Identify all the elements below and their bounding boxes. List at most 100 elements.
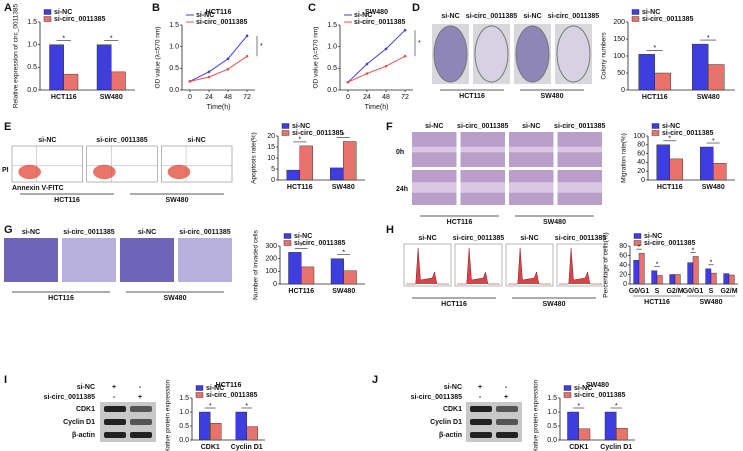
- bar: [674, 274, 681, 285]
- x-tick-label: S: [709, 288, 714, 295]
- cycle-histogram: [457, 247, 500, 285]
- y-tick-label: 300: [265, 243, 277, 250]
- group-label: SW480: [543, 219, 566, 226]
- wound-gap: [412, 182, 457, 193]
- bar: [330, 258, 344, 285]
- point: [226, 57, 230, 61]
- bar: [604, 411, 617, 441]
- wound-gap: [557, 146, 602, 153]
- wound-gap: [460, 146, 505, 153]
- y-tick-label: 10: [267, 155, 275, 162]
- legend-label: si-NC: [662, 123, 680, 130]
- legend-swatch: [633, 233, 642, 239]
- line: [189, 35, 248, 82]
- y-tick-label: 0.0: [547, 437, 557, 444]
- bar: [669, 158, 684, 181]
- image-label: si-NC: [522, 123, 540, 130]
- line: [347, 55, 406, 83]
- x-tick-label: SW480: [332, 288, 355, 295]
- significance: *: [653, 45, 656, 52]
- sign: -: [113, 394, 116, 401]
- y-tick-label: 1.5: [327, 22, 337, 29]
- panel-letter: H: [386, 224, 394, 236]
- group-label: HCT116: [644, 299, 670, 306]
- wound-gap: [509, 182, 554, 193]
- bar: [343, 270, 357, 285]
- y-tick-label: 1.0: [179, 409, 189, 416]
- point: [245, 34, 249, 38]
- y-tick-label: 0.0: [169, 87, 179, 94]
- significance: *: [209, 403, 212, 410]
- y-tick-label: 0.0: [179, 437, 189, 444]
- legend-label: si-circ_0011385: [196, 19, 247, 26]
- group-label: HCT116: [54, 197, 80, 204]
- y-tick-label: 60: [637, 150, 645, 157]
- sign: -: [139, 384, 142, 391]
- y-tick-label: 0: [273, 281, 277, 288]
- legend-swatch: [43, 16, 52, 22]
- x-tick-label: Cyclin D1: [231, 444, 263, 451]
- group-label: HCT116: [48, 295, 74, 302]
- y-tick-label: 0.5: [547, 423, 557, 430]
- condition-label: si-NC: [444, 384, 462, 391]
- line: [347, 29, 406, 83]
- panel-letter: D: [412, 2, 420, 14]
- x-tick-label: 24: [205, 94, 213, 101]
- y-tick-label: 40: [637, 159, 645, 166]
- y-axis-label: OD value (λ=570 nm): [313, 27, 320, 89]
- x-tick-label: 24: [363, 94, 371, 101]
- legend-swatch: [563, 385, 572, 391]
- y-tick-label: 150: [613, 36, 625, 43]
- x-tick-label: HCT116: [288, 288, 314, 295]
- legend-label: si-NC: [644, 233, 662, 240]
- significance: *: [710, 260, 713, 267]
- bar: [705, 268, 712, 285]
- legend-label: si-circ_0011385: [642, 16, 693, 23]
- point: [207, 70, 211, 74]
- image-label: si-NC: [38, 137, 56, 144]
- y-axis-label: Percentage of cells(%): [603, 232, 610, 297]
- sign: +: [112, 384, 116, 391]
- legend-swatch: [283, 233, 292, 239]
- legend-swatch: [195, 385, 204, 391]
- band: [104, 419, 126, 425]
- group-label: SW480: [164, 295, 187, 302]
- bar: [616, 428, 628, 441]
- cycle-plot: [454, 243, 503, 287]
- band: [496, 419, 518, 425]
- wound-gap: [509, 146, 554, 153]
- x-axis-label: Time(h): [207, 104, 231, 111]
- band-label: β-actin: [439, 432, 462, 439]
- y-axis-label: Relative protein expression: [165, 379, 172, 451]
- y-tick-label: 20: [637, 168, 645, 175]
- bar: [656, 144, 670, 181]
- panel-letter: B: [152, 2, 160, 14]
- bar: [301, 266, 315, 285]
- legend-swatch: [281, 130, 290, 136]
- y-tick-label: 100: [265, 268, 277, 275]
- legend-swatch: [633, 240, 642, 246]
- point: [384, 64, 388, 68]
- y-tick-label: 200: [613, 19, 625, 26]
- significance: *: [342, 250, 345, 257]
- legend-label: si-NC: [292, 123, 310, 130]
- x-tick-label: CDK1: [569, 444, 588, 451]
- y-tick-label: 0.0: [327, 87, 337, 94]
- wound-gap: [412, 146, 457, 153]
- significance: *: [342, 132, 345, 139]
- significance: *: [62, 36, 65, 43]
- condition-label: si-circ_0011385: [411, 394, 462, 401]
- point: [403, 28, 407, 32]
- bar: [246, 426, 258, 441]
- y-axis-label: Migration rate(%): [621, 133, 628, 183]
- panel-letter: G: [4, 224, 13, 236]
- axes: [629, 246, 738, 285]
- sign: +: [478, 384, 482, 391]
- point: [403, 54, 407, 58]
- y-tick-label: 20: [619, 271, 627, 278]
- bar: [713, 163, 727, 181]
- y-tick-label: 40: [619, 262, 627, 269]
- panel-letter: I: [4, 374, 7, 386]
- colony-plate: [556, 25, 591, 83]
- bar: [638, 54, 655, 91]
